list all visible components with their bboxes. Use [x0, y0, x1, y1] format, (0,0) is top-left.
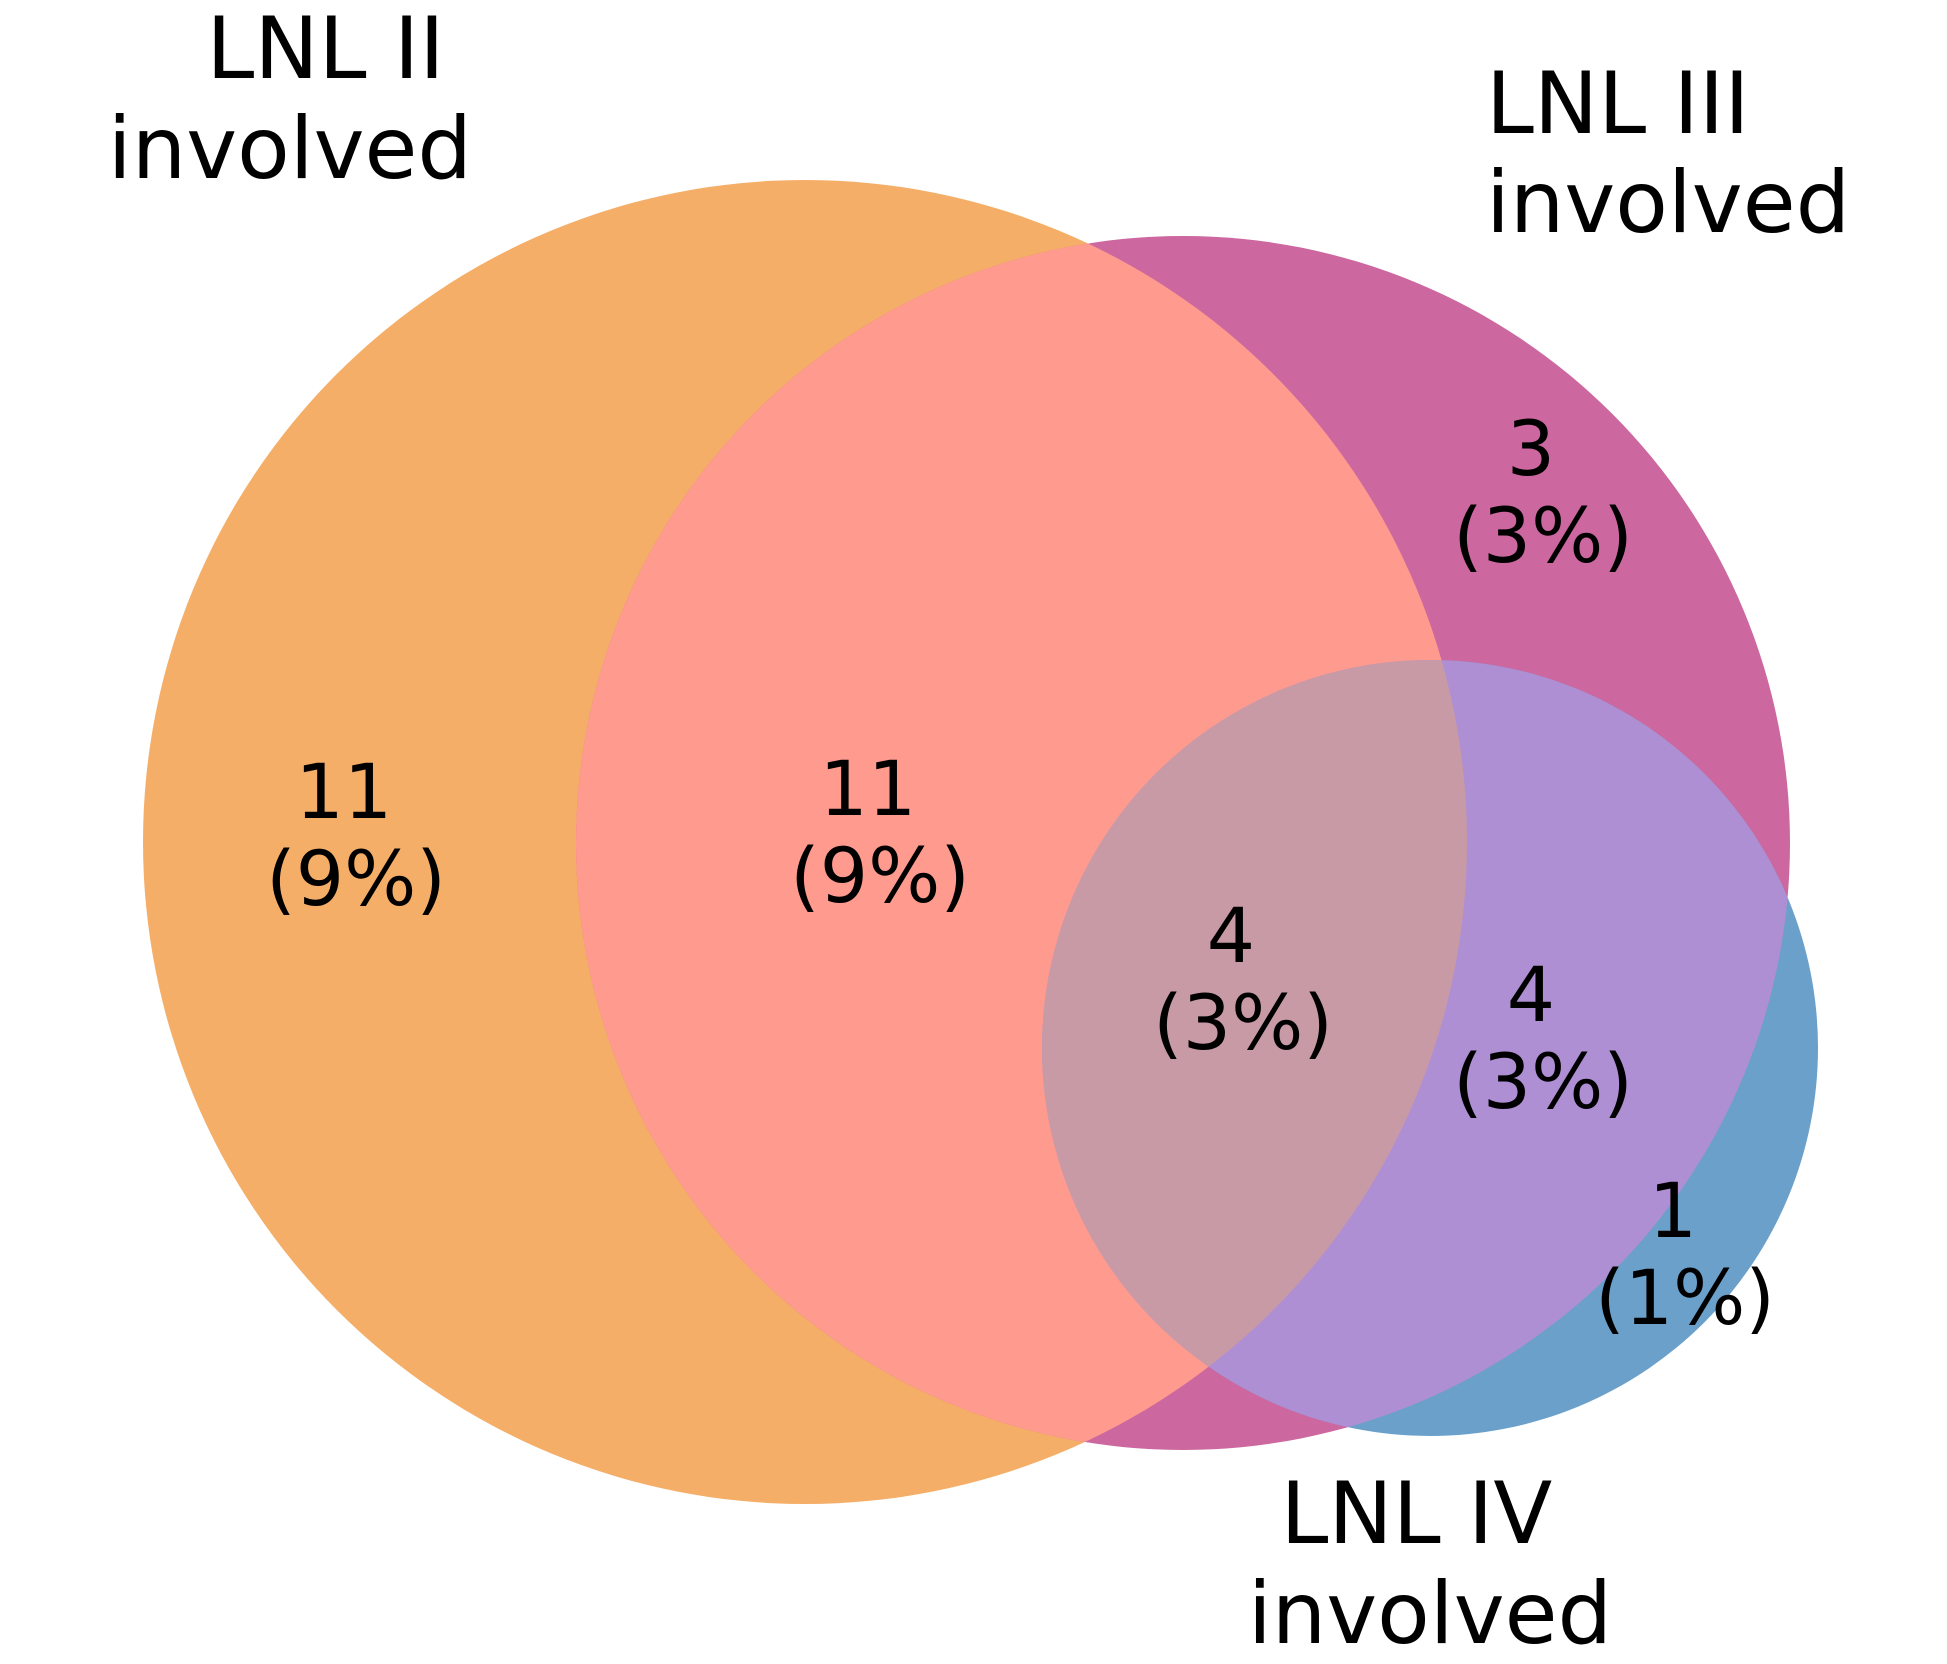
set-label-lnl-ii-line1: LNL II: [206, 0, 444, 99]
region-percent: (3%): [1453, 491, 1633, 580]
region-count: 1: [1649, 1166, 1697, 1255]
region-label-iii-iv: 4 (3%): [1453, 950, 1633, 1126]
region-count: 4: [1207, 891, 1255, 980]
region-label-ii-iii: 11 (9%): [790, 744, 970, 920]
set-label-lnl-iii: LNL III involved: [1486, 54, 1850, 253]
region-label-only-ii: 11 (9%): [266, 747, 446, 923]
region-percent: (9%): [266, 834, 446, 923]
set-label-lnl-iv-line1: LNL IV: [1280, 1464, 1552, 1564]
region-percent: (3%): [1153, 978, 1333, 1067]
region-count: 4: [1507, 950, 1555, 1039]
set-label-lnl-iv-line2: involved: [1248, 1564, 1612, 1664]
set-label-lnl-iv: LNL IV involved: [1248, 1464, 1612, 1664]
region-label-only-iii: 3 (3%): [1453, 404, 1633, 580]
region-count: 11: [820, 744, 917, 833]
region-label-only-iv: 1 (1%): [1595, 1166, 1775, 1342]
region-count: 11: [296, 747, 393, 836]
region-percent: (9%): [790, 831, 970, 920]
region-percent: (3%): [1453, 1037, 1633, 1126]
region-count: 3: [1507, 404, 1555, 493]
set-label-lnl-ii: LNL II involved: [108, 0, 472, 199]
set-label-lnl-iii-line1: LNL III: [1486, 54, 1750, 154]
region-percent: (1%): [1595, 1253, 1775, 1342]
region-label-ii-iii-iv: 4 (3%): [1153, 891, 1333, 1067]
set-label-lnl-iii-line2: involved: [1486, 153, 1850, 253]
set-label-lnl-ii-line2: involved: [108, 99, 472, 199]
overlap-ii-iii-iv: [1042, 660, 1467, 1436]
